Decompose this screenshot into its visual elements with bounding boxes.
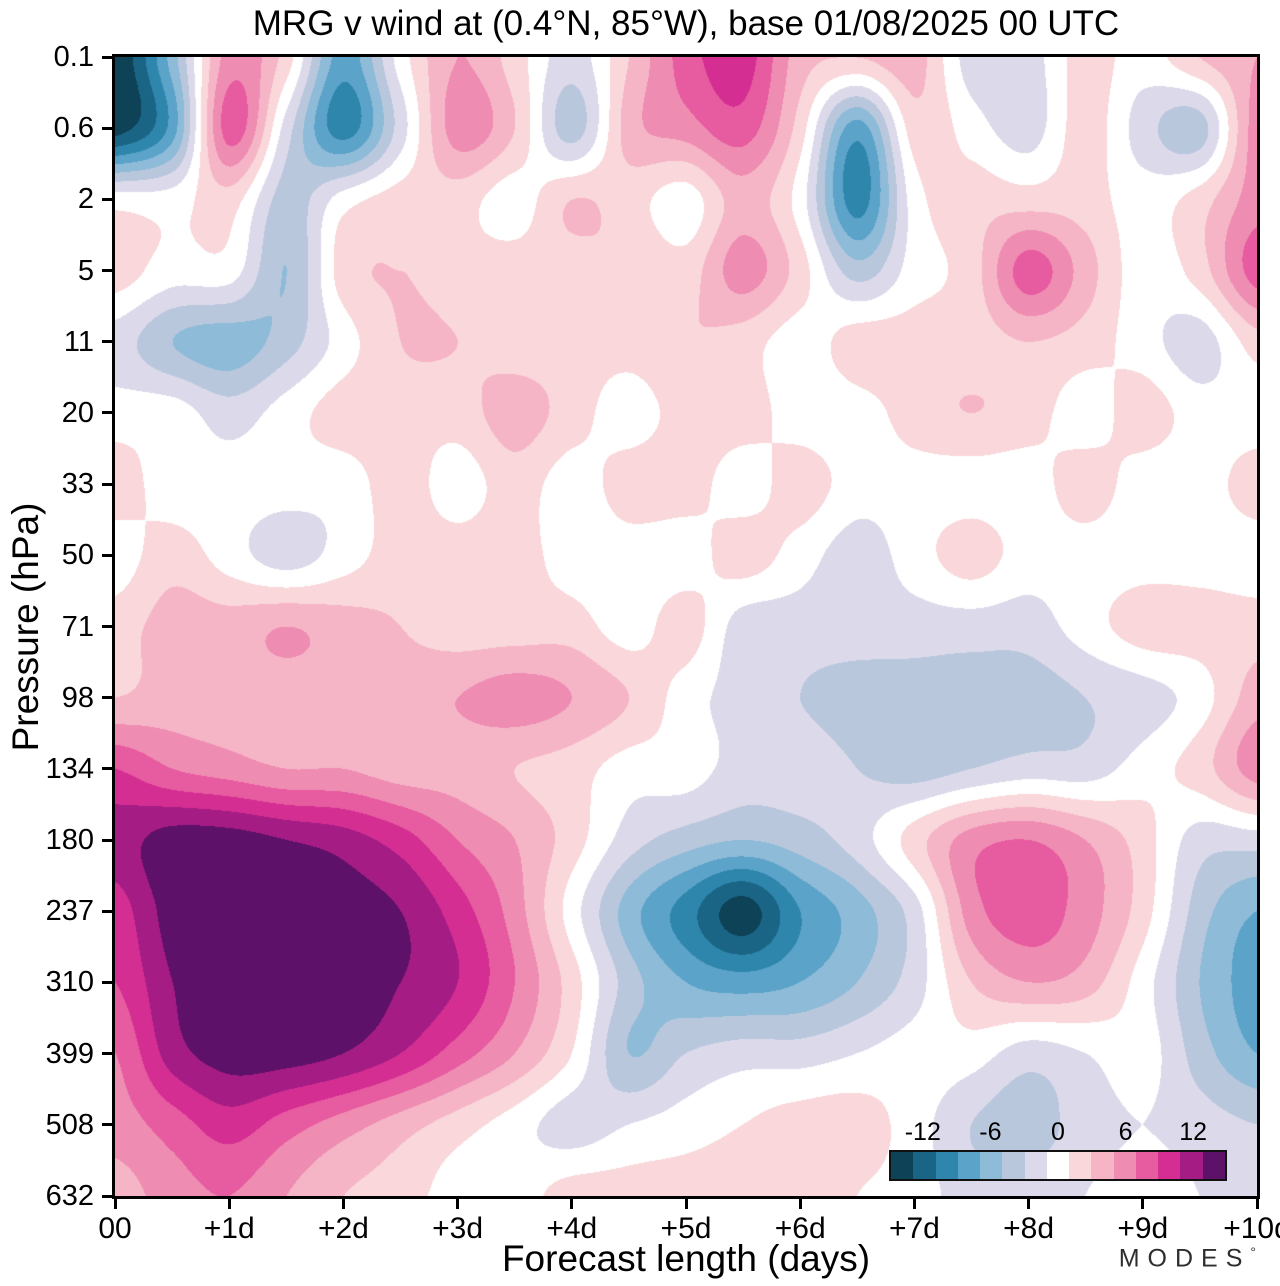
colorbar-swatch [935, 1152, 958, 1179]
colorbar-tick-label: 6 [1118, 1118, 1133, 1146]
x-tick-label: +1d [203, 1212, 255, 1245]
y-tick-label: 71 [61, 610, 94, 643]
colorbar-swatch [1113, 1152, 1136, 1179]
colorbar-swatch [1069, 1152, 1092, 1179]
y-tick-label: 237 [45, 895, 94, 928]
y-tick-mark [102, 696, 112, 700]
colorbar-swatch [1202, 1152, 1225, 1179]
x-tick-label: +10d [1223, 1212, 1280, 1245]
modes-logo-text: MODES [1118, 1244, 1251, 1273]
y-tick-mark [102, 1194, 112, 1198]
x-tick-mark [1027, 1199, 1031, 1209]
colorbar-bar [889, 1150, 1227, 1181]
y-tick-label: 508 [45, 1108, 94, 1141]
chart-title: MRG v wind at (0.4°N, 85°W), base 01/08/… [252, 4, 1120, 43]
x-tick-mark [456, 1199, 460, 1209]
colorbar-swatch [1180, 1152, 1203, 1179]
y-tick-label: 2 [77, 183, 94, 216]
y-tick-label: 50 [61, 539, 94, 572]
colorbar-swatch [957, 1152, 981, 1179]
x-tick-label: +5d [660, 1212, 712, 1245]
x-tick-mark [912, 1199, 916, 1209]
y-tick-mark [102, 1052, 112, 1056]
colorbar-swatch [1091, 1152, 1114, 1179]
colorbar-swatch [1002, 1152, 1025, 1179]
x-tick-mark [227, 1199, 231, 1209]
x-tick-mark [684, 1199, 688, 1209]
y-tick-label: 632 [45, 1180, 94, 1212]
modes-logo: MODES° [990, 1244, 1256, 1273]
y-tick-mark [102, 980, 112, 984]
x-tick-label: +2d [317, 1212, 369, 1245]
colorbar-swatch [891, 1152, 914, 1179]
y-tick-label: 180 [45, 824, 94, 857]
x-tick-label: +4d [546, 1212, 598, 1245]
y-tick-mark [102, 767, 112, 771]
colorbar-swatch [1046, 1152, 1070, 1179]
x-tick-mark [570, 1199, 574, 1209]
y-tick-mark [102, 1123, 112, 1127]
x-tick-mark [1255, 1199, 1259, 1209]
x-tick-label: +6d [774, 1212, 826, 1245]
y-tick-label: 5 [77, 254, 94, 287]
colorbar-swatch [1135, 1152, 1159, 1179]
colorbar-tick-label: -12 [904, 1118, 941, 1146]
y-tick-label: 11 [63, 325, 94, 358]
x-tick-label: +7d [888, 1212, 940, 1245]
colorbar-swatch [913, 1152, 936, 1179]
x-tick-label: +8d [1003, 1212, 1055, 1245]
y-tick-mark [102, 55, 112, 59]
y-tick-label: 399 [45, 1037, 94, 1070]
y-tick-mark [102, 197, 112, 201]
y-tick-mark [102, 909, 112, 913]
y-tick-label: 310 [45, 966, 94, 999]
x-tick-mark [798, 1199, 802, 1209]
x-tick-label: 00 [98, 1212, 132, 1245]
colorbar-labels: -12 -6 0 6 12 [889, 1118, 1227, 1150]
y-tick-mark [102, 838, 112, 842]
colorbar-tick-label: 12 [1179, 1118, 1208, 1146]
y-tick-mark [102, 269, 112, 273]
contour-canvas [115, 57, 1257, 1196]
y-tick-label: 33 [61, 468, 94, 501]
x-tick-label: +9d [1117, 1212, 1169, 1245]
y-tick-mark [102, 625, 112, 628]
y-tick-mark [102, 126, 112, 130]
colorbar-swatch [1158, 1152, 1181, 1179]
x-tick-mark [1141, 1199, 1145, 1209]
y-tick-mark [102, 340, 112, 344]
colorbar-tick-label: 0 [1051, 1118, 1065, 1146]
colorbar: -12 -6 0 6 12 [889, 1118, 1227, 1181]
y-tick-label: 0.6 [53, 112, 94, 145]
y-tick-mark [102, 482, 112, 486]
colorbar-swatch [980, 1152, 1003, 1179]
y-tick-label: 98 [61, 681, 94, 714]
y-tick-mark [102, 411, 112, 415]
colorbar-swatch [1024, 1152, 1047, 1179]
y-tick-label: 134 [45, 752, 94, 785]
y-tick-label: 0.1 [53, 41, 94, 73]
y-tick-mark [102, 553, 112, 557]
x-tick-mark [341, 1199, 345, 1209]
y-tick-label: 20 [61, 396, 94, 429]
modes-logo-degree-mark: ° [1250, 1244, 1256, 1260]
colorbar-tick-label: -6 [979, 1118, 1002, 1146]
x-tick-mark [113, 1199, 117, 1209]
x-tick-label: +3d [432, 1212, 484, 1245]
x-axis-label: Forecast length (days) [501, 1238, 871, 1279]
